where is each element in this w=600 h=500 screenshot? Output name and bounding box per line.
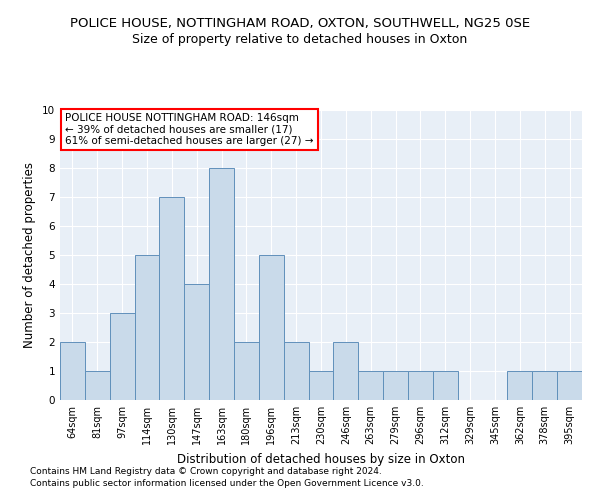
Text: POLICE HOUSE, NOTTINGHAM ROAD, OXTON, SOUTHWELL, NG25 0SE: POLICE HOUSE, NOTTINGHAM ROAD, OXTON, SO…: [70, 18, 530, 30]
Text: Size of property relative to detached houses in Oxton: Size of property relative to detached ho…: [133, 32, 467, 46]
Bar: [259, 255, 284, 400]
Bar: [557, 371, 582, 400]
Bar: [184, 284, 209, 400]
Bar: [334, 342, 358, 400]
Bar: [134, 255, 160, 400]
Bar: [433, 371, 458, 400]
Bar: [532, 371, 557, 400]
X-axis label: Distribution of detached houses by size in Oxton: Distribution of detached houses by size …: [177, 452, 465, 466]
Bar: [110, 313, 134, 400]
Bar: [308, 371, 334, 400]
Bar: [284, 342, 308, 400]
Bar: [234, 342, 259, 400]
Bar: [160, 197, 184, 400]
Bar: [383, 371, 408, 400]
Text: POLICE HOUSE NOTTINGHAM ROAD: 146sqm
← 39% of detached houses are smaller (17)
6: POLICE HOUSE NOTTINGHAM ROAD: 146sqm ← 3…: [65, 113, 314, 146]
Bar: [209, 168, 234, 400]
Text: Contains HM Land Registry data © Crown copyright and database right 2024.: Contains HM Land Registry data © Crown c…: [30, 467, 382, 476]
Bar: [358, 371, 383, 400]
Bar: [408, 371, 433, 400]
Bar: [60, 342, 85, 400]
Text: Contains public sector information licensed under the Open Government Licence v3: Contains public sector information licen…: [30, 478, 424, 488]
Y-axis label: Number of detached properties: Number of detached properties: [23, 162, 37, 348]
Bar: [85, 371, 110, 400]
Bar: [508, 371, 532, 400]
